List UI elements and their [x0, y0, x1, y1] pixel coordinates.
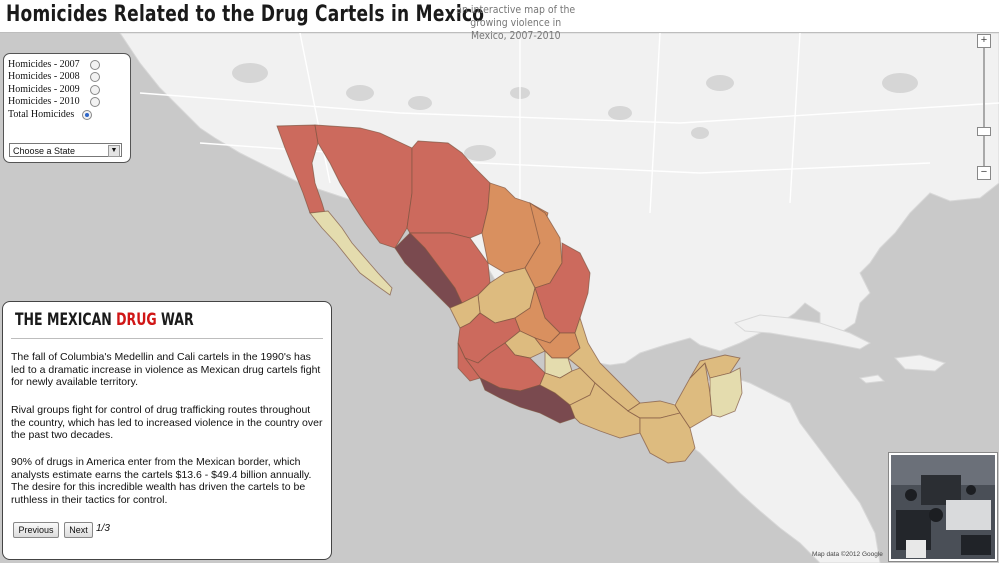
page-title: Homicides Related to the Drug Cartels in… — [6, 2, 485, 27]
crowd-photo — [889, 453, 997, 561]
hispaniola-land — [893, 354, 947, 372]
previous-button[interactable]: Previous — [13, 522, 59, 538]
zoom-in-button[interactable]: + — [977, 34, 991, 48]
layer-option-2010[interactable]: Homicides - 2010 — [8, 96, 100, 108]
story-paragraph-2: Rival groups fight for control of drug t… — [11, 404, 323, 441]
layer-option-label: Total Homicides — [8, 109, 75, 120]
radio-2009[interactable] — [90, 85, 100, 95]
story-title-prefix: THE MEXICAN — [15, 310, 117, 330]
header-bar: Homicides Related to the Drug Cartels in… — [0, 0, 999, 42]
story-title-suffix: WAR — [156, 310, 194, 330]
story-panel: THE MEXICAN DRUG WAR The fall of Columbi… — [2, 301, 332, 560]
map-canvas[interactable] — [0, 33, 999, 563]
state-sonora[interactable] — [314, 124, 413, 249]
story-title-highlight: DRUG — [116, 310, 157, 330]
layer-option-2009[interactable]: Homicides - 2009 — [8, 84, 100, 96]
page-counter: 1/3 — [96, 523, 110, 534]
layer-option-total[interactable]: Total Homicides — [8, 109, 92, 121]
radio-2010[interactable] — [90, 97, 100, 107]
layer-option-label: Homicides - 2009 — [8, 84, 80, 95]
us-terrain-patches — [232, 63, 918, 161]
layer-control-panel: Homicides - 2007 Homicides - 2008 Homici… — [3, 53, 131, 163]
state-colima[interactable] — [457, 342, 481, 382]
mexico-states — [276, 124, 743, 464]
page-subtitle: an interactive map of the growing violen… — [456, 3, 576, 42]
us-roads — [139, 33, 999, 214]
zoom-slider-thumb[interactable] — [977, 127, 991, 136]
radio-total[interactable] — [82, 110, 92, 120]
chevron-down-icon[interactable]: ▼ — [108, 145, 120, 157]
layer-option-2008[interactable]: Homicides - 2008 — [8, 71, 100, 83]
story-paragraph-1: The fall of Columbia's Medellin and Cali… — [11, 351, 321, 388]
layer-option-2007[interactable]: Homicides - 2007 — [8, 59, 100, 71]
divider — [11, 338, 323, 339]
story-title: THE MEXICAN DRUG WAR — [15, 310, 194, 330]
state-select[interactable]: Choose a State ▼ — [9, 143, 122, 157]
layer-option-label: Homicides - 2007 — [8, 59, 80, 70]
state-chiapas[interactable] — [639, 412, 696, 464]
state-select-value: Choose a State — [13, 146, 76, 156]
jamaica-land — [858, 374, 886, 384]
crowd-photo-image — [891, 455, 995, 559]
central-america-land — [659, 372, 881, 563]
radio-2007[interactable] — [90, 60, 100, 70]
layer-option-label: Homicides - 2008 — [8, 71, 80, 82]
zoom-slider-track[interactable] — [983, 48, 985, 166]
next-button[interactable]: Next — [64, 522, 93, 538]
zoom-out-button[interactable]: − — [977, 166, 991, 180]
layer-option-label: Homicides - 2010 — [8, 96, 80, 107]
state-yucatan[interactable] — [689, 354, 741, 379]
zoom-control: + − — [977, 34, 991, 180]
map-attribution: Map data ©2012 Google — [812, 551, 883, 558]
radio-2008[interactable] — [90, 72, 100, 82]
story-paragraph-3: 90% of drugs in America enter from the M… — [11, 456, 312, 506]
cuba-land — [733, 314, 872, 350]
state-quintana-roo[interactable] — [709, 367, 743, 418]
state-baja-california-sur[interactable] — [309, 210, 393, 296]
